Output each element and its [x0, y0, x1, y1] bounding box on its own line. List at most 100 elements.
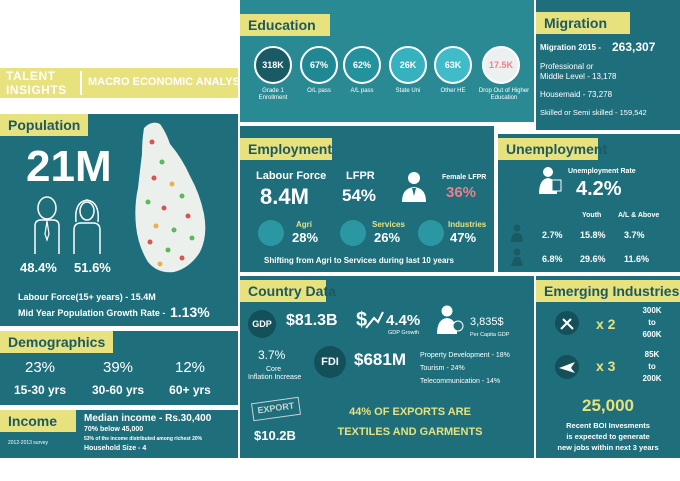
demographic-group-1-range: 15-30 yrs: [13, 383, 67, 397]
title-insights: INSIGHTS: [6, 83, 67, 97]
edu-label-3: A/L pass: [350, 88, 374, 94]
growth-rate-label: Mid Year Population Growth Rate -: [18, 308, 166, 318]
fdi-value: $681M: [354, 350, 406, 369]
businesswoman-icon: [402, 172, 426, 202]
job-seeker-icon: [539, 167, 562, 194]
edu-circle-6: 17.5K: [482, 46, 520, 84]
education-header: Education: [240, 14, 330, 36]
migration-professional-2: Middle Level - 13,178: [540, 72, 617, 81]
migration-professional-1: Professional or: [540, 62, 594, 71]
income-distribution: 53% of the income distributed among rich…: [84, 436, 203, 442]
migration-total-value: 263,307: [612, 40, 656, 54]
col-al-above: A/L & Above: [618, 212, 660, 219]
services-label: Services: [372, 220, 405, 229]
labour-force-15plus: Labour Force(15+ years) - 15.4M: [18, 292, 156, 302]
inflation-value: 3.7%: [258, 348, 286, 362]
demographics-panel: Demographics 23% 15-30 yrs 39% 30-60 yrs…: [0, 331, 238, 405]
migration-housemaid: Housemaid - 73,278: [540, 90, 613, 99]
industries-label: Industries: [448, 220, 487, 229]
female-person-icon: [73, 199, 101, 254]
plane-icon: [555, 355, 579, 379]
country-panel: Country Data GDP $81.3B $ 4.4% GDP Growt…: [240, 276, 534, 458]
range-1-start: 300K: [642, 306, 662, 315]
exports-line-1: 44% OF EXPORTS ARE: [349, 406, 471, 418]
exports-line-2: TEXTILES AND GARMENTS: [337, 426, 483, 438]
title-divider: [80, 71, 82, 95]
range-2-end: 200K: [642, 374, 662, 383]
employment-shift: Shifting from Agri to Services during la…: [264, 256, 454, 265]
new-jobs-line-2: is expected to generate: [566, 432, 650, 441]
range-2-start: 85K: [644, 350, 660, 359]
income-panel: Income 2012-2013 survey Median income - …: [0, 410, 238, 458]
household-size: Household Size - 4: [84, 445, 147, 452]
unemployment-rate-label: Unemployment Rate: [568, 168, 636, 175]
female-lfpr-label: Female LFPR: [442, 174, 487, 181]
per-capita-person-icon: [437, 305, 464, 334]
demographics-header: Demographics: [0, 331, 114, 353]
industries-value: 47%: [450, 230, 477, 245]
male-person-icon: [34, 196, 60, 254]
edu-circle-2: 67%: [300, 46, 338, 84]
female-percentage: 51.6%: [74, 260, 111, 275]
lfpr-value: 54%: [342, 186, 377, 205]
edu-label-1: Grade 1 Enrollment: [258, 88, 288, 101]
services-value: 26%: [374, 230, 401, 245]
multiplier-2: x 3: [596, 358, 616, 374]
edu-circle-3: 62%: [343, 46, 381, 84]
inflation-label-1: Core: [266, 366, 282, 373]
male-rate-al: 3.7%: [624, 230, 645, 240]
fdi-property: Property Development - 18%: [420, 352, 510, 359]
male-rate-youth: 15.8%: [580, 230, 606, 240]
agri-label: Agri: [296, 220, 312, 229]
unemployment-panel: Unemployment Unemployment Rate 4.2% Yout…: [498, 134, 680, 272]
emerging-header: Emerging Industries: [536, 280, 680, 302]
lfpr-label: LFPR: [346, 170, 375, 182]
fdi-telecom: Telecommunication - 14%: [420, 378, 501, 385]
gdp-badge: GDP: [248, 310, 276, 338]
services-icon: [340, 220, 366, 246]
range-1-end: 600K: [642, 330, 662, 339]
female-rate-al: 11.6%: [624, 254, 650, 264]
male-percentage: 48.4%: [20, 260, 57, 275]
income-below: 70% below 45,000: [84, 426, 144, 433]
migration-skilled: Skilled or Semi skilled - 159,542: [540, 108, 647, 117]
income-header: Income: [0, 410, 76, 432]
population-total: 21M: [26, 142, 112, 191]
new-jobs-value: 25,000: [582, 396, 634, 415]
unemployment-rate-value: 4.2%: [576, 178, 622, 200]
migration-total-label: Migration 2015 -: [540, 43, 601, 52]
edu-circle-1: 318K: [254, 46, 292, 84]
demographic-group-3-range: 60+ yrs: [169, 383, 211, 397]
male-rate-total: 2.7%: [542, 230, 563, 240]
new-jobs-line-1: Recent BOI Invesments: [566, 421, 650, 430]
edu-circle-5: 63K: [434, 46, 472, 84]
income-survey: 2012-2013 survey: [8, 440, 49, 446]
svg-text:$: $: [356, 309, 367, 331]
education-panel: Education 318K Grade 1 Enrollment 67% O/…: [240, 0, 534, 122]
demographic-group-3-pct: 12%: [174, 359, 206, 376]
fdi-badge: FDI: [314, 346, 346, 378]
demographic-group-2-pct: 39%: [102, 359, 134, 376]
gdp-value: $81.3B: [286, 312, 338, 329]
title-macro: MACRO ECONOMIC ANALYSIS: [88, 76, 251, 88]
demographic-group-2-range: 30-60 yrs: [91, 383, 145, 397]
labour-force-label: Labour Force: [256, 170, 327, 182]
country-header: Country Data: [240, 280, 336, 302]
labour-force-value: 8.4M: [260, 184, 309, 209]
migration-header: Migration: [536, 12, 630, 34]
unemployment-header: Unemployment: [498, 138, 607, 160]
export-stamp: EXPORT: [250, 396, 302, 422]
demographic-group-1-pct: 23%: [24, 359, 56, 376]
agri-value: 28%: [292, 230, 319, 245]
edu-label-6: Drop Out of Higher Education: [478, 88, 530, 101]
industries-icon: [418, 220, 444, 246]
new-jobs-line-3: new jobs within next 3 years: [557, 443, 659, 452]
male-icon: [511, 224, 523, 242]
agri-icon: [258, 220, 284, 246]
per-capita-label: Per Capita GDP: [470, 332, 510, 338]
emerging-panel: Emerging Industries x 2 300K to 600K x 3…: [536, 276, 680, 458]
range-1-to: to: [648, 318, 656, 327]
fdi-tourism: Tourism - 24%: [420, 365, 465, 372]
edu-label-4: State Uni: [395, 88, 421, 94]
migration-panel: Migration Migration 2015 - 263,307 Profe…: [536, 0, 680, 130]
